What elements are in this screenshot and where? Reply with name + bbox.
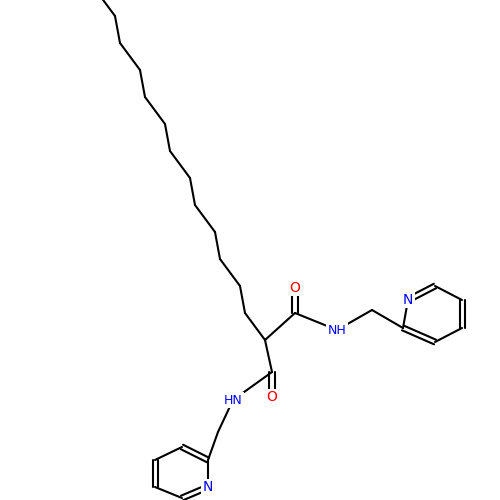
Text: HN: HN (224, 394, 242, 406)
Text: N: N (203, 480, 213, 494)
Text: O: O (290, 281, 300, 295)
Text: O: O (266, 390, 278, 404)
Text: NH: NH (328, 324, 346, 336)
Text: N: N (403, 293, 413, 307)
